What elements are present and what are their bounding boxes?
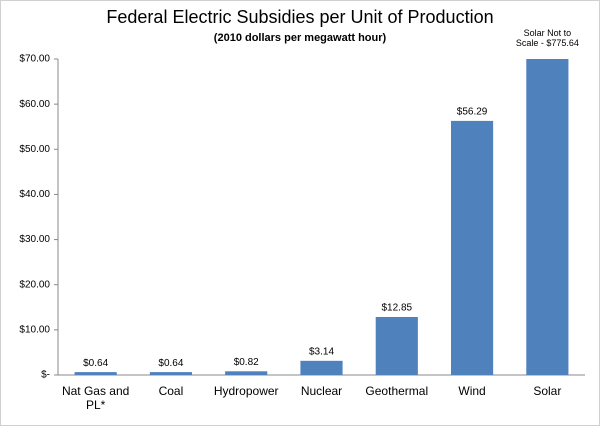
x-tick-label: Nat Gas and PL* bbox=[61, 384, 130, 412]
bar bbox=[450, 120, 494, 375]
value-label: Solar Not to Scale - $775.64 bbox=[515, 28, 579, 48]
value-label: $3.14 bbox=[309, 346, 334, 357]
y-tick-label: $10.00 bbox=[19, 324, 50, 335]
value-label: $0.82 bbox=[234, 357, 259, 368]
bar bbox=[149, 372, 193, 375]
x-tick-label: Coal bbox=[158, 384, 184, 398]
bar bbox=[375, 316, 418, 375]
chart-title: Federal Electric Subsidies per Unit of P… bbox=[106, 7, 493, 27]
bar bbox=[526, 59, 569, 375]
y-tick-label: $- bbox=[41, 370, 50, 381]
x-tick-label: Nuclear bbox=[300, 384, 343, 398]
y-tick-label: $60.00 bbox=[19, 99, 50, 110]
value-label: $12.85 bbox=[381, 303, 412, 314]
y-tick-label: $20.00 bbox=[19, 279, 50, 290]
y-tick-label: $50.00 bbox=[19, 144, 50, 155]
y-tick-label: $40.00 bbox=[19, 189, 50, 200]
x-tick-label: Hydropower bbox=[213, 384, 279, 398]
value-label: $56.29 bbox=[457, 107, 488, 118]
bar bbox=[225, 371, 268, 375]
x-tick-label: Geothermal bbox=[365, 384, 429, 398]
x-tick-label: Solar bbox=[533, 384, 562, 398]
value-label: $0.64 bbox=[158, 358, 183, 369]
bar bbox=[74, 372, 117, 375]
value-label: $0.64 bbox=[83, 358, 108, 369]
bar bbox=[300, 360, 343, 375]
chart-subtitle: (2010 dollars per megawatt hour) bbox=[214, 32, 387, 44]
x-tick-label: Wind bbox=[458, 384, 486, 398]
bars bbox=[74, 59, 569, 375]
y-tick-label: $30.00 bbox=[19, 234, 50, 245]
y-tick-label: $70.00 bbox=[19, 54, 50, 65]
